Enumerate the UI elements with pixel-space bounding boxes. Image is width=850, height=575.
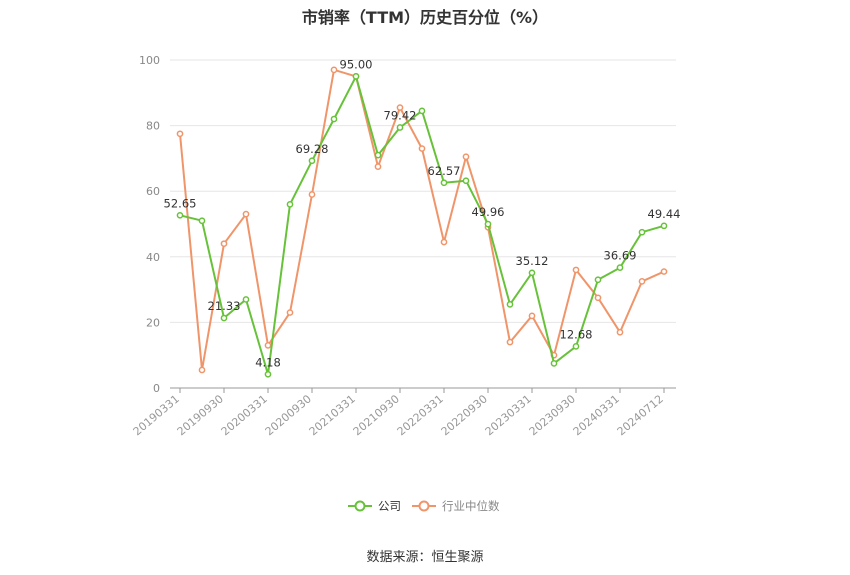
y-tick-label: 100	[139, 54, 160, 67]
data-label: 62.57	[428, 164, 461, 178]
y-tick-label: 20	[146, 316, 160, 329]
y-tick-label: 0	[153, 382, 160, 395]
series-1-point	[308, 191, 316, 198]
series-0-point	[484, 220, 492, 228]
series-0-point	[418, 107, 426, 115]
data-label: 95.00	[340, 57, 373, 71]
series-1-point	[462, 153, 470, 161]
x-tick-label: 20230930	[527, 392, 578, 438]
series-0-point	[506, 301, 514, 308]
series-1-point	[220, 240, 228, 248]
series-1-point	[330, 66, 338, 74]
series-0-point	[374, 151, 382, 159]
series-0-point	[660, 222, 668, 230]
x-tick-label: 20230331	[483, 392, 534, 438]
series-1-point	[418, 145, 426, 152]
series-0-point	[550, 360, 558, 367]
series-1-point	[198, 366, 206, 374]
x-tick-label: 20200331	[219, 392, 270, 438]
x-tick-label: 20220930	[439, 392, 490, 438]
data-label: 35.12	[516, 254, 549, 268]
legend-label: 行业中位数	[442, 499, 500, 513]
series-0-point	[638, 228, 646, 236]
y-tick-label: 40	[146, 251, 160, 264]
legend-swatch-marker	[418, 500, 430, 512]
series-0-point	[176, 211, 184, 219]
x-tick-label: 20240331	[571, 392, 622, 438]
x-tick-label: 20210930	[351, 392, 402, 438]
y-tick-label: 60	[146, 185, 160, 198]
data-label: 79.42	[384, 109, 417, 123]
data-label: 52.65	[164, 196, 197, 210]
data-label: 49.96	[472, 205, 505, 219]
series-0-point	[264, 370, 272, 378]
series-1-point	[572, 266, 580, 274]
series-0-point	[594, 276, 602, 284]
x-tick-label: 20240712	[615, 392, 666, 438]
series-0-point	[572, 343, 580, 350]
series-0-point	[352, 73, 360, 80]
series-1-point	[242, 210, 250, 218]
data-source: 数据来源：恒生聚源	[366, 550, 484, 565]
data-label: 49.44	[648, 207, 681, 221]
x-tick-label: 20190331	[131, 392, 182, 438]
data-label: 21.33	[208, 299, 241, 313]
x-tick-label: 20200930	[263, 392, 314, 438]
series-1-point	[594, 294, 602, 302]
series-0-point	[616, 264, 624, 272]
series-1-point	[264, 342, 272, 349]
series-0-point	[286, 200, 294, 208]
series-0-point	[308, 157, 316, 165]
y-tick-label: 80	[146, 120, 160, 133]
series-1-point	[528, 312, 536, 320]
series-0-point	[440, 179, 448, 187]
x-tick-label: 20220331	[395, 392, 446, 438]
series-1-point	[286, 309, 294, 316]
series-1-point	[374, 163, 382, 170]
data-label: 4.18	[255, 355, 281, 369]
series-1-point	[396, 104, 404, 111]
series-0-point	[396, 124, 404, 131]
series-1-point	[638, 278, 646, 285]
series-0-point	[330, 115, 338, 123]
series-1-point	[660, 268, 668, 275]
x-tick-label: 20190930	[175, 392, 226, 438]
series-0-point	[198, 217, 206, 225]
series-0-point	[528, 269, 536, 277]
legend-swatch-marker	[354, 500, 366, 512]
series-1-point	[440, 238, 448, 246]
series-1-point	[616, 328, 624, 336]
series-1-point	[176, 130, 184, 138]
data-label: 36.69	[604, 249, 637, 263]
series-1-point	[506, 338, 514, 346]
data-label: 69.28	[296, 142, 329, 156]
data-label: 12.68	[560, 327, 593, 341]
x-tick-label: 20210331	[307, 392, 358, 438]
series-0-point	[242, 296, 250, 303]
series-0-point	[462, 177, 470, 185]
series-0-point	[220, 314, 228, 322]
chart-title: 市销率（TTM）历史百分位（%）	[301, 8, 549, 27]
legend-label: 公司	[378, 499, 401, 513]
